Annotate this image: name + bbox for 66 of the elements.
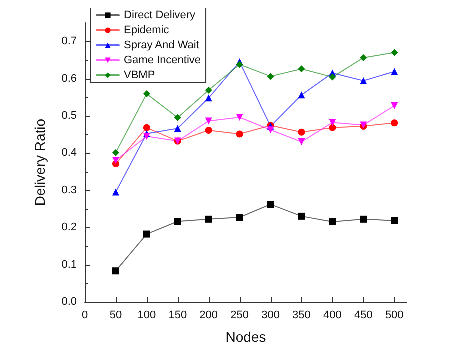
point (391, 217, 398, 224)
point (236, 114, 244, 121)
point (236, 61, 244, 68)
x-tick-label: 250 (230, 310, 249, 322)
point (298, 66, 306, 73)
y-tick-label: 0.4 (62, 147, 77, 160)
point (205, 86, 212, 94)
point (360, 216, 368, 223)
x-axis-title: Nodes (226, 329, 266, 345)
legend-label: Game Incentive (124, 54, 202, 66)
point (298, 212, 306, 220)
point (174, 125, 182, 132)
point (143, 230, 150, 238)
point (329, 218, 336, 226)
x-tick-label: 50 (110, 310, 122, 322)
point (236, 130, 244, 138)
point (112, 268, 120, 275)
point (174, 218, 182, 226)
x-tick-label: 200 (200, 310, 218, 322)
legend-label: Direct Delivery (124, 10, 196, 22)
point (267, 73, 274, 80)
x-tick-label: 500 (385, 310, 404, 322)
point (391, 120, 398, 127)
point (205, 216, 212, 223)
point (112, 157, 120, 164)
y-tick-label: 0.6 (62, 72, 77, 85)
point (360, 78, 368, 85)
point (143, 132, 150, 140)
legend-label: Epidemic (124, 24, 170, 36)
point (298, 128, 306, 136)
point (391, 102, 398, 110)
y-tick-label: 0.7 (62, 36, 77, 48)
point (236, 214, 244, 222)
point (205, 94, 212, 102)
x-tick-label: 0 (82, 310, 88, 322)
legend-label: VBMP (124, 70, 156, 82)
point (174, 114, 182, 122)
x-tick-label: 150 (168, 310, 188, 322)
point (267, 201, 274, 208)
x-tick-label: 400 (324, 310, 342, 322)
y-tick-label: 0.5 (62, 110, 77, 122)
point (205, 118, 212, 125)
point (205, 127, 212, 134)
x-tick-label: 450 (354, 310, 373, 322)
x-tick-label: 100 (138, 310, 156, 322)
point (329, 74, 336, 81)
y-tick-label: 0.1 (62, 258, 77, 271)
point (143, 124, 150, 132)
point (360, 54, 368, 62)
point (112, 188, 120, 196)
point (391, 68, 398, 76)
point (298, 138, 306, 146)
point (267, 126, 274, 134)
legend-label: Spray And Wait (124, 40, 200, 52)
x-tick-label: 350 (292, 310, 311, 322)
point (329, 124, 336, 132)
point (112, 149, 120, 156)
point (329, 119, 336, 126)
point (391, 49, 398, 56)
y-tick-label: 0.3 (62, 184, 77, 196)
y-axis-title: Delivery Ratio (32, 118, 48, 206)
x-tick-label: 300 (262, 310, 280, 322)
y-tick-label: 0.2 (62, 222, 77, 234)
y-tick-label: 0.0 (62, 296, 77, 308)
point (143, 90, 150, 98)
point (298, 92, 306, 99)
